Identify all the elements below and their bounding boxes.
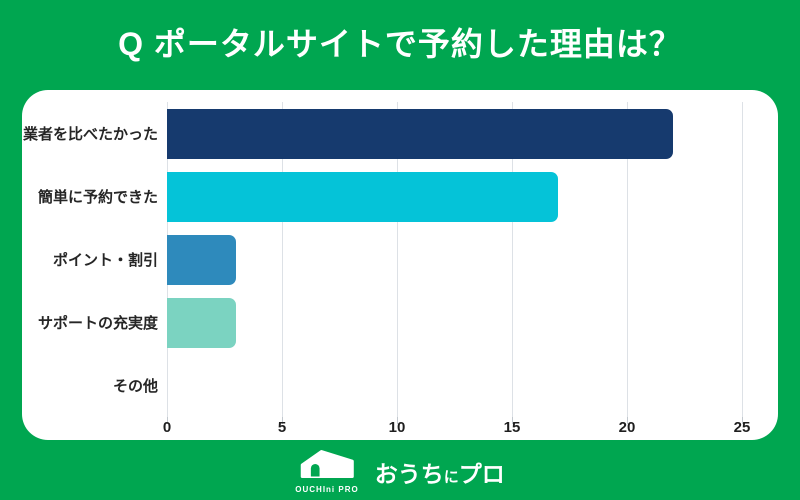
axis-tick bbox=[741, 417, 743, 424]
gridline bbox=[281, 102, 283, 417]
axis-tick-label: 20 bbox=[618, 419, 636, 436]
bar bbox=[167, 108, 673, 159]
gridline bbox=[741, 102, 743, 417]
axis-tick-label: 5 bbox=[277, 419, 287, 436]
page-title: Q ポータルサイトで予約した理由は？ bbox=[118, 26, 682, 62]
axis-tick-label: 25 bbox=[733, 419, 751, 436]
bar bbox=[167, 171, 558, 222]
brand-logo: OUCHIni PRO おうちにプロ bbox=[295, 449, 505, 494]
axis-tick-label: 15 bbox=[503, 419, 521, 436]
category-label: ポイント・割引 bbox=[52, 252, 158, 269]
axis-tick bbox=[511, 417, 513, 424]
bar bbox=[167, 297, 236, 348]
house-logo-block: OUCHIni PRO bbox=[295, 449, 358, 494]
axis-tick bbox=[166, 417, 168, 424]
axis-tick bbox=[626, 417, 628, 424]
category-label: その他 bbox=[112, 378, 158, 395]
bar-row: 業者を比べたかった bbox=[22, 102, 752, 165]
category-label: 業者を比べたかった bbox=[22, 126, 158, 143]
axis-tick-label: 0 bbox=[162, 419, 172, 436]
gridline bbox=[626, 102, 628, 417]
bar-row: その他 bbox=[22, 354, 752, 417]
bar-row: サポートの充実度 bbox=[22, 291, 752, 354]
brand-text-pro: プロ bbox=[458, 460, 505, 487]
category-label: サポートの充実度 bbox=[37, 315, 158, 332]
category-label: 簡単に予約できた bbox=[37, 189, 158, 206]
axis-tick bbox=[396, 417, 398, 424]
chart-panel: 業者を比べたかった簡単に予約できたポイント・割引サポートの充実度その他 0 5 10… bbox=[22, 90, 778, 440]
bar-row: 簡単に予約できた bbox=[22, 165, 752, 228]
bar-row: ポイント・割引 bbox=[22, 228, 752, 291]
axis-tick-label: 10 bbox=[388, 419, 406, 436]
house-icon bbox=[300, 449, 354, 484]
gridline bbox=[396, 102, 398, 417]
axis-tick bbox=[281, 417, 283, 424]
gridline bbox=[511, 102, 513, 417]
brand-text: おうちにプロ bbox=[375, 455, 505, 489]
brand-text-ouchi: おうち bbox=[374, 460, 444, 487]
brand-wordmark: OUCHIni PRO bbox=[295, 485, 359, 494]
brand-text-ni: に bbox=[443, 468, 459, 486]
bar bbox=[167, 234, 236, 285]
